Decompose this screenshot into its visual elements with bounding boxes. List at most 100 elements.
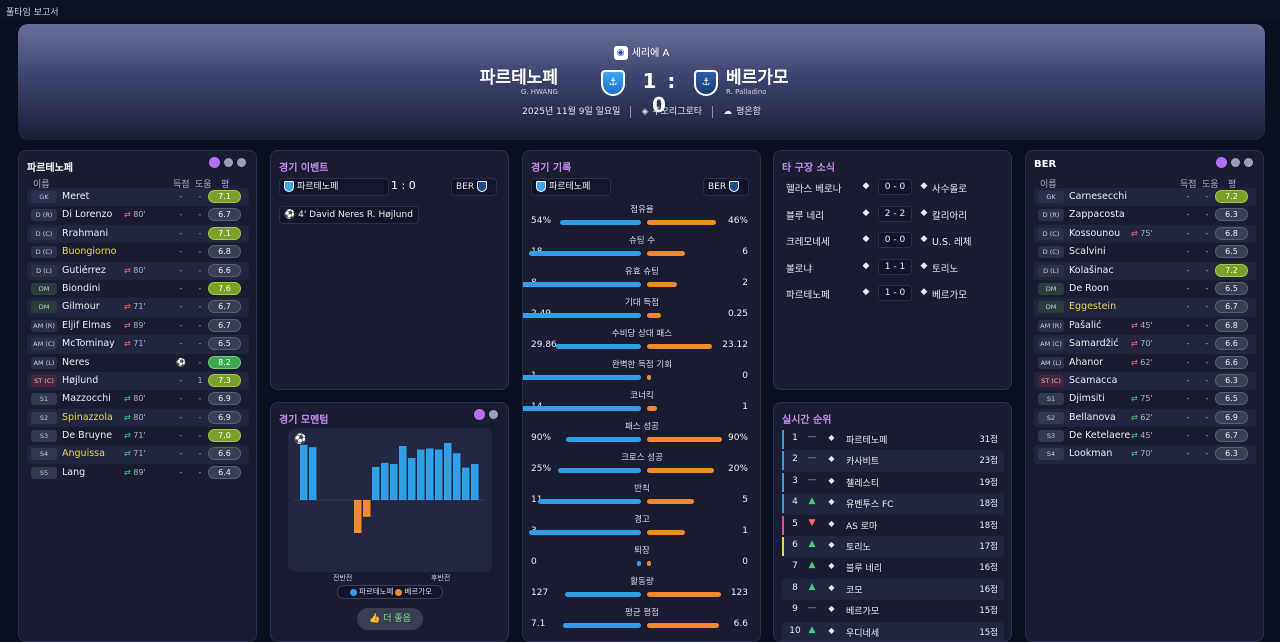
standings-team: AS 로마 (846, 521, 878, 532)
position-badge: S3 (31, 430, 57, 443)
away-team[interactable]: 베르가모 R. Palladino (726, 68, 789, 96)
position-badge: D (C) (1038, 246, 1064, 259)
player-row[interactable]: S1 Mazzocchi ⇄ 80' - -6.9 (27, 390, 249, 408)
player-name: McTominay (62, 338, 115, 350)
stat-away-value: 90% (727, 433, 748, 443)
player-row[interactable]: S5 Lang ⇄ 89' - -6.4 (27, 464, 249, 482)
player-row[interactable]: AM (C) McTominay ⇄ 71' - -6.5 (27, 335, 249, 354)
player-row[interactable]: D (C) Kossounou ⇄ 75' - -6.8 (1034, 224, 1256, 244)
sub-time: ⇄ 45' (1131, 321, 1153, 330)
player-row[interactable]: ST (C) Scamacca - -6.3 (1034, 371, 1256, 391)
player-name: Bellanova (1069, 411, 1116, 423)
player-row[interactable]: D (C) Rrahmani - -7.1 (27, 224, 249, 244)
player-row[interactable]: S3 De Bruyne ⇄ 71' - -7.0 (27, 427, 249, 445)
player-row[interactable]: DM Gilmour ⇄ 71' - -6.7 (27, 298, 249, 317)
other-away-team: 사수올로 (932, 184, 967, 195)
view-toggle-dot[interactable] (1216, 157, 1227, 168)
player-row[interactable]: DM Biondini - -7.6 (27, 280, 249, 298)
stat-home-bar (523, 313, 641, 318)
view-toggle-dot[interactable] (489, 410, 498, 419)
player-row[interactable]: S2 Spinazzola ⇄ 80' - -6.9 (27, 408, 249, 428)
momentum-bar (309, 447, 317, 500)
stat-home-bar (557, 468, 641, 473)
standings-row[interactable]: 10 ▲ ◆ 우디네세 15점 (782, 621, 1004, 641)
player-row[interactable]: D (C) Buongiorno - -6.8 (27, 243, 249, 261)
view-toggle-dot[interactable] (209, 157, 220, 168)
standings-row[interactable]: 4 ▲ ◆ 유벤투스 FC 18점 (782, 493, 1004, 515)
trend-icon: ▲ (808, 496, 816, 507)
sub-time: ⇄ 71' (124, 339, 146, 348)
sub-time: ⇄ 80' (124, 413, 146, 422)
position-badge: D (C) (31, 246, 57, 259)
momentum-bar (471, 464, 479, 500)
other-away-team: U.S. 레체 (932, 237, 972, 248)
player-assists: - (1205, 302, 1209, 312)
player-name: Spinazzola (62, 411, 113, 423)
more-button[interactable]: 👍 더 좋음 (357, 608, 423, 630)
player-name: Lang (62, 466, 86, 478)
sub-time: ⇄ 89' (124, 468, 146, 477)
player-row[interactable]: GK Meret - -7.1 (27, 188, 249, 207)
player-row[interactable]: AM (R) Eljif Elmas ⇄ 89' - -6.7 (27, 317, 249, 335)
sub-in-icon: ⇄ (1131, 431, 1138, 441)
standings-row[interactable]: 3 — ◆ 첼레스티 19점 (782, 472, 1004, 493)
player-row[interactable]: D (L) Kolašinac - -7.2 (1034, 261, 1256, 280)
player-rating: 6.4 (208, 465, 241, 479)
view-toggle-dot[interactable] (237, 158, 246, 167)
player-row[interactable]: S4 Lookman ⇄ 70' - -6.3 (1034, 445, 1256, 464)
sub-out-icon: ⇄ (124, 210, 131, 220)
player-row[interactable]: S3 De Ketelaere ⇄ 45' - -6.7 (1034, 427, 1256, 445)
team-crest-icon: ◆ (828, 475, 835, 485)
home-team[interactable]: 파르테노페 G. HWANG (480, 68, 558, 96)
other-match-score: 0 - 0 (878, 179, 912, 195)
standings-team: 카사비트 (846, 457, 880, 468)
player-assists: - (1205, 357, 1209, 367)
player-row[interactable]: S4 Anguissa ⇄ 71' - -6.6 (27, 445, 249, 464)
match-meta: 2025년 11월 9일 일요일 ◈ 푸오리그로타 ☁ 평온함 (18, 104, 1265, 118)
player-row[interactable]: S1 Djimsiti ⇄ 75' - -6.5 (1034, 390, 1256, 408)
player-assists: - (1205, 431, 1209, 441)
sub-out-icon: ⇄ (124, 320, 131, 330)
player-row[interactable]: AM (C) Samardžić ⇄ 70' - -6.6 (1034, 335, 1256, 354)
view-toggle-dot[interactable] (1244, 158, 1253, 167)
standings-row[interactable]: 6 ▲ ◆ 토리노 17점 (782, 536, 1004, 558)
standings-row[interactable]: 5 ▼ ◆ AS 로마 18점 (782, 515, 1004, 536)
standings-row[interactable]: 2 — ◆ 카사비트 23점 (782, 450, 1004, 472)
player-row[interactable]: ST (C) Højlund - 1 7.3 (27, 371, 249, 391)
player-assists: 1 (197, 375, 203, 385)
player-row[interactable]: AM (R) Pašalić ⇄ 45' - -6.8 (1034, 317, 1256, 335)
player-row[interactable]: D (R) Di Lorenzo ⇄ 80' - -6.7 (27, 206, 249, 224)
standings-row[interactable]: 8 ▲ ◆ 코모 16점 (782, 578, 1004, 601)
other-home-team: 볼로냐 (786, 263, 813, 275)
goal-event[interactable]: ⚽ 4' David Neres R. Højlund (279, 206, 419, 224)
zone-stripe (782, 494, 784, 514)
other-match-row[interactable]: 헬라스 베로나 ◆ 0 - 0 ◆ 사수올로 (782, 177, 994, 197)
player-row[interactable]: S2 Bellanova ⇄ 62' - -6.9 (1034, 408, 1256, 428)
sub-time: ⇄ 80' (124, 394, 146, 403)
player-assists: - (198, 210, 202, 220)
player-row[interactable]: D (L) Gutiérrez ⇄ 80' - -6.6 (27, 261, 249, 280)
view-toggle-dot[interactable] (474, 409, 485, 420)
player-row[interactable]: AM (L) Neres ⚽ -8.2 (27, 354, 249, 372)
other-match-row[interactable]: 크레모네세 ◆ 0 - 0 ◆ U.S. 레체 (782, 230, 994, 250)
position-badge: ST (C) (1038, 374, 1064, 387)
other-match-row[interactable]: 볼로냐 ◆ 1 - 1 ◆ 토리노 (782, 257, 994, 277)
other-match-row[interactable]: 블루 네리 ◆ 2 - 2 ◆ 칼리아리 (782, 204, 994, 224)
player-row[interactable]: AM (L) Ahanor ⇄ 62' - -6.6 (1034, 354, 1256, 372)
standings-row[interactable]: 9 — ◆ 베르가모 15점 (782, 600, 1004, 621)
standings-row[interactable]: 1 — ◆ 파르테노페 31점 (782, 429, 1004, 450)
player-rating: 6.8 (208, 245, 241, 259)
momentum-bar (399, 446, 407, 500)
player-row[interactable]: D (R) Zappacosta - -6.3 (1034, 206, 1256, 224)
other-match-row[interactable]: 파르테노페 ◆ 1 - 0 ◆ 베르가모 (782, 283, 994, 303)
view-toggle-dot[interactable] (224, 158, 233, 167)
stat-away-bar (647, 437, 722, 442)
player-row[interactable]: GK Carnesecchi - -7.2 (1034, 188, 1256, 207)
sub-in-icon: ⇄ (124, 412, 131, 422)
standings-row[interactable]: 7 ▲ ◆ 블루 네리 16점 (782, 557, 1004, 578)
view-toggle-dot[interactable] (1231, 158, 1240, 167)
player-row[interactable]: D (C) Scalvini - -6.5 (1034, 243, 1256, 261)
player-row[interactable]: DM Eggestein - -6.7 (1034, 298, 1256, 317)
stat-away-value: 23.12 (722, 340, 748, 350)
player-row[interactable]: DM De Roon - -6.5 (1034, 280, 1256, 298)
